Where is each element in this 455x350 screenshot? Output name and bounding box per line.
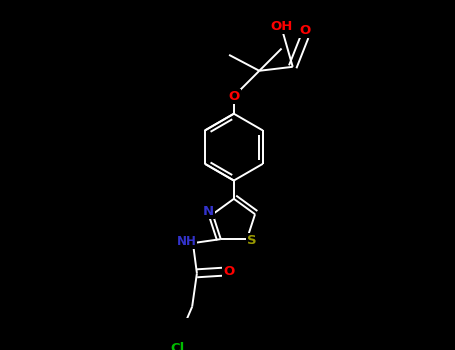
Text: NH: NH xyxy=(177,235,197,248)
Text: OH: OH xyxy=(270,20,293,33)
Text: O: O xyxy=(228,90,239,103)
Text: S: S xyxy=(247,234,257,247)
Text: O: O xyxy=(299,24,310,37)
Text: Cl: Cl xyxy=(171,342,185,350)
Text: N: N xyxy=(203,204,214,218)
Text: O: O xyxy=(223,265,234,278)
